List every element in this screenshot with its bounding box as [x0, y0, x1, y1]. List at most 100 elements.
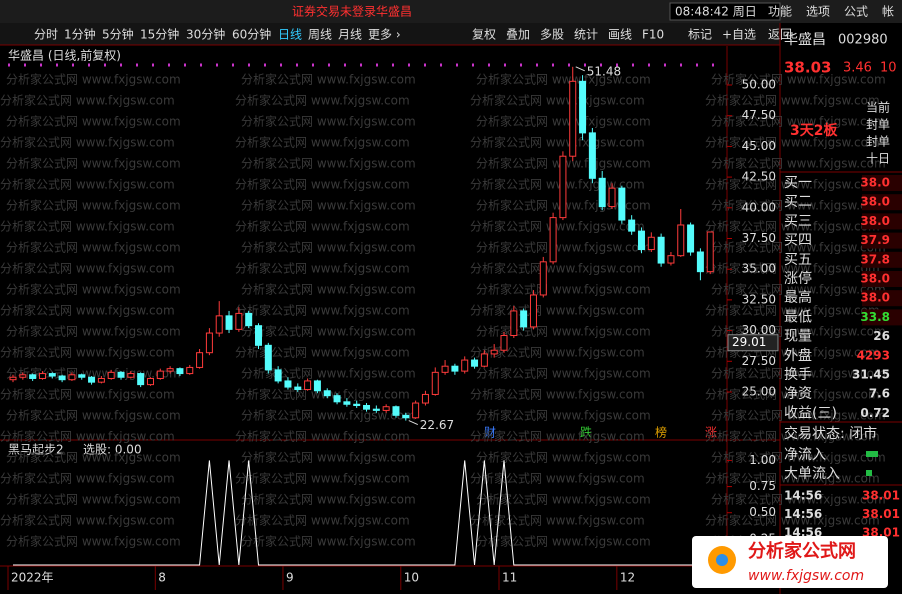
watermark: 分析家公式网 www.fxjgsw.com [6, 198, 181, 213]
watermark: 分析家公式网 www.fxjgsw.com [711, 156, 886, 171]
tool-button[interactable]: 统计 [574, 28, 598, 42]
candle-body [88, 376, 96, 383]
watermark: 分析家公式网 www.fxjgsw.com [6, 282, 181, 297]
quote-row-label: 最低 [784, 309, 812, 325]
watermark: 分析家公式网 www.fxjgsw.com [705, 471, 880, 486]
watermark: 分析家公式网 www.fxjgsw.com [0, 261, 175, 276]
period-tab[interactable]: 30分钟 [186, 27, 225, 42]
watermark: 分析家公式网 www.fxjgsw.com [241, 72, 416, 87]
period-tab[interactable]: 更多 › [368, 28, 401, 42]
watermark: 分析家公式网 www.fxjgsw.com [235, 261, 410, 276]
watermark: 分析家公式网 www.fxjgsw.com [0, 219, 175, 234]
candle-body [421, 393, 429, 404]
side-label: 十日 [866, 152, 890, 166]
tool-button[interactable]: 叠加 [506, 28, 530, 42]
candle-body [215, 315, 223, 334]
tool-button[interactable]: 多股 [540, 28, 564, 42]
watermark: 分析家公式网 www.fxjgsw.com [705, 93, 880, 108]
quote-row-label: 收益(三) [784, 405, 837, 421]
y-tick-label: 30.00 [742, 323, 776, 337]
y-tick-label: 42.50 [742, 170, 776, 184]
watermark: 分析家公式网 www.fxjgsw.com [6, 408, 181, 423]
candle-body [333, 395, 341, 403]
period-tab[interactable]: 5分钟 [102, 27, 134, 42]
watermark: 分析家公式网 www.fxjgsw.com [235, 93, 410, 108]
tool-button[interactable]: 复权 [472, 28, 496, 42]
candle-body [588, 132, 596, 179]
flow-label: 大单流入 [784, 466, 840, 482]
candle-body [137, 373, 145, 386]
candle-body [500, 335, 508, 351]
watermark: 分析家公式网 www.fxjgsw.com [235, 387, 410, 402]
candle-body [431, 371, 439, 395]
trade-price: 38.01 [862, 507, 900, 521]
watermark: 分析家公式网 www.fxjgsw.com [241, 282, 416, 297]
event-marker: 涨 [705, 425, 717, 440]
indicator-label: 选股: 0.00 [83, 443, 142, 457]
tool-button[interactable]: 画线 [608, 28, 632, 42]
period-tab[interactable]: 日线 [278, 28, 302, 42]
candle-body [107, 371, 115, 379]
watermark: 分析家公式网 www.fxjgsw.com [705, 429, 880, 444]
candle-body [29, 374, 37, 379]
period-tab[interactable]: 月线 [338, 28, 362, 42]
tool-button[interactable]: 返回 [768, 28, 792, 42]
quote-row-value: 38.0 [860, 176, 890, 190]
indicator-tick-label: 0.50 [749, 505, 776, 519]
watermark: 分析家公式网 www.fxjgsw.com [241, 534, 416, 549]
watermark: 分析家公式网 www.fxjgsw.com [705, 387, 880, 402]
low-pointer [408, 420, 419, 426]
quote-value-bg [862, 194, 902, 211]
candle-body [78, 374, 86, 378]
quote-row-label: 买三 [784, 213, 812, 229]
watermark: 分析家公式网 www.fxjgsw.com [241, 114, 416, 129]
watermark: 分析家公式网 www.fxjgsw.com [235, 303, 410, 318]
candle-body [529, 294, 537, 328]
watermark: 分析家公式网 www.fxjgsw.com [6, 114, 181, 129]
quote-row-value: 0.72 [860, 406, 890, 420]
trade-time: 14:56 [784, 507, 822, 521]
candle-body [471, 359, 479, 367]
quote-row-value: 31.45 [852, 368, 890, 382]
candle-body [284, 380, 292, 388]
candle-body [539, 261, 547, 296]
period-tab[interactable]: 15分钟 [140, 27, 179, 42]
period-tab[interactable]: 1分钟 [64, 27, 96, 42]
tool-button[interactable]: +自选 [722, 28, 756, 42]
quote-price: 38.03 [784, 59, 831, 77]
date-label: 11 [502, 571, 517, 585]
menu-item[interactable]: 公式 [844, 5, 868, 19]
watermark: 分析家公式网 www.fxjgsw.com [241, 324, 416, 339]
candle-body [618, 187, 626, 221]
candle-body [549, 217, 557, 263]
candle-body [372, 408, 380, 411]
watermark: 分析家公式网 www.fxjgsw.com [476, 366, 651, 381]
candle-body [441, 365, 449, 373]
y-tick-label: 32.50 [742, 292, 776, 306]
watermark: 分析家公式网 www.fxjgsw.com [241, 492, 416, 507]
menu-item[interactable]: 帐 [882, 4, 894, 19]
login-status: 证券交易未登录 [292, 4, 376, 19]
candle-body [58, 375, 66, 381]
indicator-tick-label: 0.75 [749, 479, 776, 493]
low-label: 22.67 [420, 418, 454, 432]
quote-value-bg [862, 290, 902, 307]
tool-button[interactable]: F10 [642, 28, 664, 42]
watermark: 分析家公式网 www.fxjgsw.com [0, 93, 175, 108]
menu-item[interactable]: 选项 [806, 5, 830, 19]
menu-item[interactable]: 功能 [768, 5, 792, 19]
watermark: 分析家公式网 www.fxjgsw.com [711, 492, 886, 507]
y-tick-label: 37.50 [742, 231, 776, 245]
logo-name: 分析家公式网 [748, 540, 856, 562]
trade-time: 14:56 [784, 489, 822, 503]
period-tab[interactable]: 周线 [308, 28, 332, 42]
watermark: 分析家公式网 www.fxjgsw.com [0, 135, 175, 150]
watermark: 分析家公式网 www.fxjgsw.com [470, 219, 645, 234]
date-label: 12 [620, 571, 635, 585]
period-tab[interactable]: 分时 [34, 28, 58, 42]
tool-button[interactable]: 标记 [688, 28, 712, 42]
flow-label: 净流入 [784, 447, 826, 463]
watermark: 分析家公式网 www.fxjgsw.com [235, 177, 410, 192]
period-tab[interactable]: 60分钟 [232, 27, 271, 42]
